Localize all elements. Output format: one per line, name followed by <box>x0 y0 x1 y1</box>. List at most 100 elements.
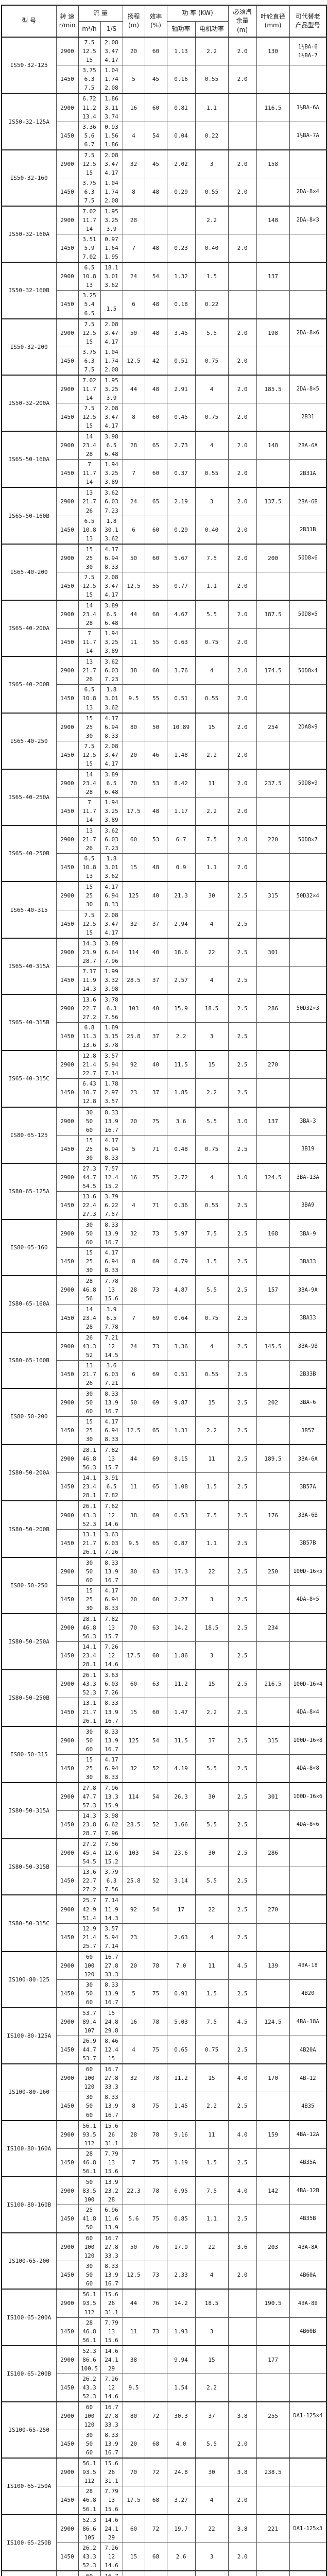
flow-m3h-cell: 15 25 30 <box>78 1247 101 1276</box>
efficiency-cell: 60 <box>144 656 167 685</box>
efficiency-cell: 68 <box>144 2486 167 2515</box>
rpm-cell: 2900 <box>56 825 79 854</box>
impeller-dia-cell: 130 <box>256 37 290 66</box>
npsh-cell <box>228 2289 257 2318</box>
flow-ls-cell: 16.7 27.8 33.3 <box>100 2063 123 2093</box>
old-model-cell <box>289 1022 327 1051</box>
npsh-cell: 2.5 <box>228 1247 257 1276</box>
npsh-cell: 2.5 <box>228 909 257 939</box>
head-cell: 50 <box>122 318 145 347</box>
old-model-cell <box>289 2430 327 2459</box>
motor-power-cell: 30 <box>195 1838 229 1868</box>
flow-ls-cell: 2.08 3.47 4.17 <box>100 740 123 770</box>
head-cell: 32 <box>122 1754 145 1783</box>
header-impeller-dia: 叶轮直径 (mm) <box>256 5 290 38</box>
shaft-power-cell: 4.19 <box>166 1754 196 1783</box>
head-cell: 92 <box>122 1050 145 1079</box>
motor-power-cell: 3 <box>195 149 229 178</box>
head-cell: 16 <box>122 2007 145 2037</box>
old-model-cell: 50D8×7 <box>289 825 327 854</box>
shaft-power-cell: 31.5 <box>166 1725 196 1755</box>
rpm-cell: 2900 <box>56 937 79 967</box>
efficiency-cell: 37 <box>144 965 167 995</box>
impeller-dia-cell: 270 <box>256 1050 290 1079</box>
flow-ls-cell: 3.79 6.22 7.57 <box>100 1191 123 1220</box>
header-motor-power: 电机功率 <box>195 21 229 38</box>
npsh-cell <box>228 121 257 150</box>
efficiency-cell: 65 <box>144 431 167 460</box>
rpm-cell: 1450 <box>56 2092 79 2121</box>
rpm-cell: 1450 <box>56 459 79 488</box>
old-model-cell: 3BA-13A <box>289 1162 327 1192</box>
spec-row: 1450 6.8 11.3 13.6 1.89 3.15 3.78 25.8 37 2.2… <box>2 1022 327 1051</box>
efficiency-cell: 45 <box>144 149 167 178</box>
npsh-cell: 2.5 <box>228 2148 257 2177</box>
motor-power-cell: 30 <box>195 2458 229 2487</box>
impeller-dia-cell <box>256 796 290 826</box>
old-model-cell: 4B20 <box>289 1979 327 2008</box>
flow-ls-cell: 7.21 12 14.5 <box>100 1331 123 1361</box>
model-block: IS50-32-125A 2900 6.72 11.2 13.4 1.86 3.11 … <box>1 93 327 150</box>
npsh-cell <box>228 262 257 291</box>
flow-m3h-cell: 52.3 86.6 100.5 <box>78 2345 101 2374</box>
motor-power-cell: 1.5 <box>195 1472 229 1501</box>
efficiency-cell: 75 <box>144 2205 167 2233</box>
flow-ls-cell: 0.93 1.56 1.86 <box>100 121 123 150</box>
flow-m3h-cell: 15 25 30 <box>78 543 101 572</box>
npsh-cell: 2.0 <box>228 318 257 347</box>
impeller-dia-cell <box>256 1698 290 1727</box>
shaft-power-cell: 0.48 <box>166 1134 196 1164</box>
impeller-dia-cell: 234 <box>256 1613 290 1642</box>
model-block: IS65-40-200A 2900 14 23.4 28 3.89 6.5 6.48 4… <box>1 599 327 657</box>
rpm-cell: 1450 <box>56 1360 79 1389</box>
flow-ls-cell: 4.17 6.94 8.33 <box>100 712 123 741</box>
npsh-cell: 2.0 <box>228 459 257 488</box>
shaft-power-cell: 8.15 <box>166 1444 196 1473</box>
npsh-cell <box>228 2317 257 2346</box>
impeller-dia-cell: 170 <box>256 2063 290 2093</box>
old-model-cell: 4B35B <box>289 2205 327 2233</box>
npsh-cell <box>228 2345 257 2374</box>
motor-power-cell: 0.22 <box>195 290 229 319</box>
efficiency-cell: 46 <box>144 740 167 770</box>
spec-row: IS80-50-315B 2900 27.2 45.4 54.5 7.56 12.6 … <box>1 1838 327 1895</box>
flow-m3h-cell: 12.8 21.4 22.7 <box>78 1050 101 1079</box>
spec-row: IS80-65-160 2900 30 50 60 8.33 13.9 16.7 32 7… <box>1 1219 327 1276</box>
efficiency-cell: 66 <box>144 2570 167 2576</box>
flow-ls-cell: 7.96 13.3 15.9 <box>100 1782 123 1811</box>
flow-m3h-cell: 7.5 12.5 15 <box>78 37 101 66</box>
efficiency-cell: 37 <box>144 1022 167 1051</box>
shaft-power-cell: 7.0 <box>166 1951 196 1980</box>
model-block: IS100-80-160B 2900 50 83.5 100 13.9 23.2 28… <box>1 2176 327 2233</box>
old-model-cell <box>289 234 327 263</box>
old-model-cell <box>289 1050 327 1079</box>
npsh-cell: 2.5 <box>228 1472 257 1501</box>
model-block: IS100-65-250A 2900 56.1 93.5 112 15.6 26 31… <box>1 2458 327 2515</box>
flow-m3h-cell: 14.3 23.8 28.7 <box>78 1810 101 1839</box>
head-cell: 5 <box>122 1979 145 2008</box>
motor-power-cell: 1.5 <box>195 2148 229 2177</box>
shaft-power-cell: 4.0 <box>166 2430 196 2459</box>
npsh-cell: 3.8 <box>228 2401 257 2431</box>
head-cell: 70 <box>122 2458 145 2487</box>
flow-m3h-cell: 26.9 44.7 53.7 <box>78 2036 101 2064</box>
rpm-cell: 2900 <box>56 1556 79 1586</box>
flow-m3h-cell: 27.3 44.7 54.5 <box>78 1162 101 1192</box>
motor-power-cell: 37 <box>195 1725 229 1755</box>
spec-row: 1450 26.9 44.7 53.7 8.46 12.4 15 4 75 0.65 0.7… <box>2 2036 327 2064</box>
old-model-cell <box>289 937 327 967</box>
old-model-cell <box>289 684 327 714</box>
npsh-cell: 2.5 <box>228 1669 257 1699</box>
motor-power-cell: 15 <box>195 1669 229 1699</box>
flow-ls-cell: 7.78 13 15.6 <box>100 1275 123 1304</box>
impeller-dia-cell: 315 <box>256 881 290 910</box>
flow-ls-cell: 8.33 13.9 16.7 <box>100 2092 123 2121</box>
motor-power-cell: 11 <box>195 2120 229 2149</box>
spec-row: IS50-32-160 2900 7.5 12.5 15 2.08 3.47 4.17… <box>1 149 327 207</box>
head-cell: 24 <box>122 262 145 291</box>
old-model-cell: 50D8×9 <box>289 768 327 798</box>
header-flow-ls: 1/S <box>100 21 123 38</box>
old-model-cell: 100D-16×8 <box>289 1725 327 1755</box>
old-model-cell: 2DA-8×6 <box>289 318 327 347</box>
head-cell: 9.5 <box>122 1529 145 1558</box>
